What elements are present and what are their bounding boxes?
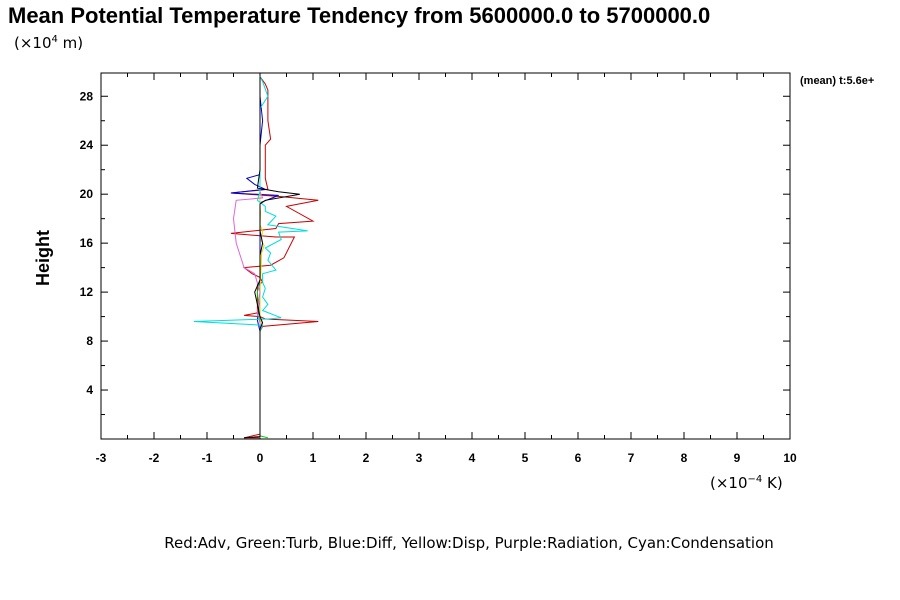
y-tick-label: 16: [80, 236, 94, 250]
x-tick-label: 0: [257, 451, 264, 465]
x-tick-label: 9: [734, 451, 741, 465]
x-tick-label: 1: [310, 451, 317, 465]
x-tick-label: 3: [416, 451, 423, 465]
series-lines: [193, 76, 319, 439]
y-tick-labels: 4 8 12 16 20 24 28: [80, 89, 94, 397]
series-diff-line: [230, 76, 279, 437]
series-disp-line: [259, 76, 265, 437]
series-radiation-line: [232, 76, 264, 437]
x-tick-label: -3: [96, 451, 107, 465]
series-turb-line: [256, 76, 269, 439]
y-tick-label: 8: [86, 334, 93, 348]
series-total-line: [244, 76, 300, 439]
x-tick-label: 7: [628, 451, 635, 465]
plot-frame: [100, 72, 791, 440]
x-tick-labels: -3 -2 -1 0 1 2 3 4 5 6 7 8 9 10: [96, 451, 797, 465]
x-tick-label: 4: [469, 451, 476, 465]
y-tick-label: 20: [80, 187, 94, 201]
x-tick-label: 10: [783, 451, 797, 465]
y-tick-label: 12: [80, 285, 94, 299]
x-tick-label: 6: [575, 451, 582, 465]
x-tick-label: 5: [522, 451, 529, 465]
mean-time-label: (mean) t:5.6e+: [800, 75, 874, 87]
x-tick-label: 8: [681, 451, 688, 465]
x-tick-label: 2: [363, 451, 370, 465]
x-tick-label: -1: [202, 451, 213, 465]
chart-title: Mean Potential Temperature Tendency from…: [8, 3, 710, 28]
x-unit-label: (×10−4 K): [710, 474, 783, 492]
series-adv-line: [230, 76, 319, 439]
y-tick-label: 4: [86, 383, 93, 397]
legend: Red:Adv, Green:Turb, Blue:Diff, Yellow:D…: [164, 534, 774, 552]
x-tick-label: -2: [149, 451, 160, 465]
y-axis-label: Height: [33, 230, 53, 286]
y-tick-label: 24: [80, 138, 94, 152]
axis-ticks: [100, 73, 791, 439]
series-condensation-line: [193, 76, 308, 438]
y-tick-label: 28: [80, 89, 94, 103]
y-unit-label: (×104 m): [14, 34, 83, 52]
